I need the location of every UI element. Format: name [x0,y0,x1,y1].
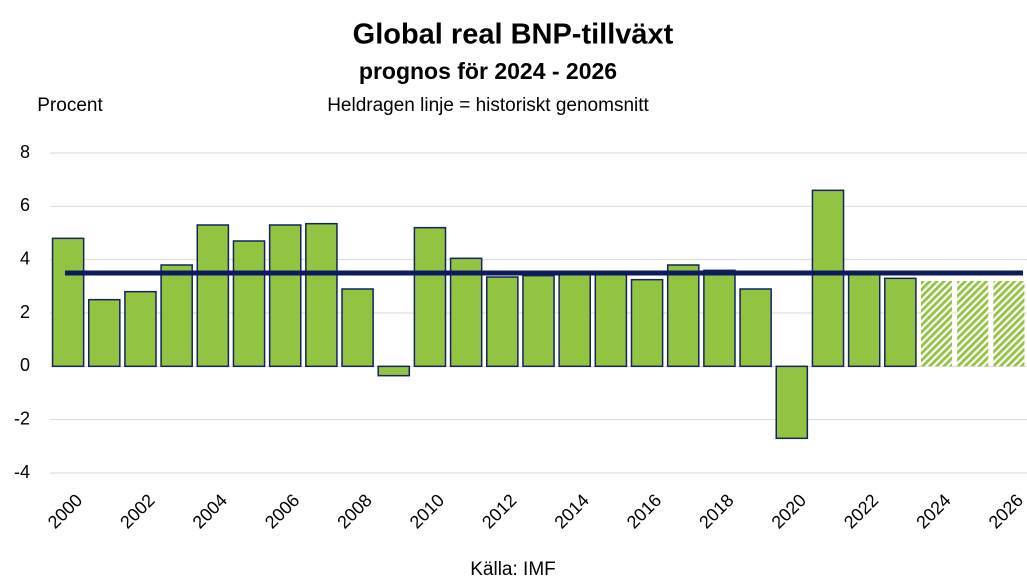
x-tick-label: 2004 [189,490,231,532]
x-tick-label: 2014 [550,490,592,532]
chart-subtitle: prognos för 2024 - 2026 [359,58,617,84]
bar [305,222,338,368]
bar [558,272,591,368]
bar [594,273,628,368]
bar [486,276,519,368]
bar [341,288,374,368]
x-tick-label: 2008 [333,490,375,532]
y-tick-label: 0 [20,355,30,375]
bar [377,365,411,377]
bar [884,277,917,368]
x-tick-label: 2016 [623,490,665,532]
bar [232,240,266,368]
bar [630,278,664,368]
bar [957,281,989,367]
bar [666,264,700,368]
bar [703,269,736,368]
x-tick-label: 2002 [116,490,158,532]
chart-title: Global real BNP-tillväxt [353,19,674,51]
bar [775,365,809,440]
bar [522,274,555,368]
bar [449,257,483,368]
bar [920,281,953,367]
annotation: Heldragen linje = historiskt genomsnitt [327,95,649,116]
x-tick-label: 2022 [840,490,882,532]
x-tick-label: 2024 [912,490,954,532]
bar [993,281,1025,367]
bar [124,290,157,368]
x-tick-label: 2026 [985,490,1027,532]
y-tick-label: -2 [14,408,30,428]
bar [196,224,230,368]
y-tick-label: 2 [20,302,30,322]
x-tick-label: 2012 [478,490,520,532]
x-tick-label: 2018 [695,490,737,532]
y-axis-label: Procent [37,95,103,116]
x-tick-label: 2010 [406,490,448,532]
bar [160,264,193,368]
x-tick-label: 2006 [261,490,303,532]
x-tick-label: 2020 [768,490,810,532]
y-tick-label: 6 [20,195,30,215]
x-tick-label: 2000 [44,490,86,532]
bar [739,288,772,368]
bar [268,224,302,368]
bar [87,298,121,368]
bar [811,189,845,368]
y-tick-label: 4 [20,248,30,268]
bar [51,237,85,368]
bar [413,226,447,368]
source: Källa: IMF [470,559,556,580]
y-tick-label: 8 [20,142,30,162]
bar [847,272,881,368]
y-tick-label: -4 [14,462,30,482]
